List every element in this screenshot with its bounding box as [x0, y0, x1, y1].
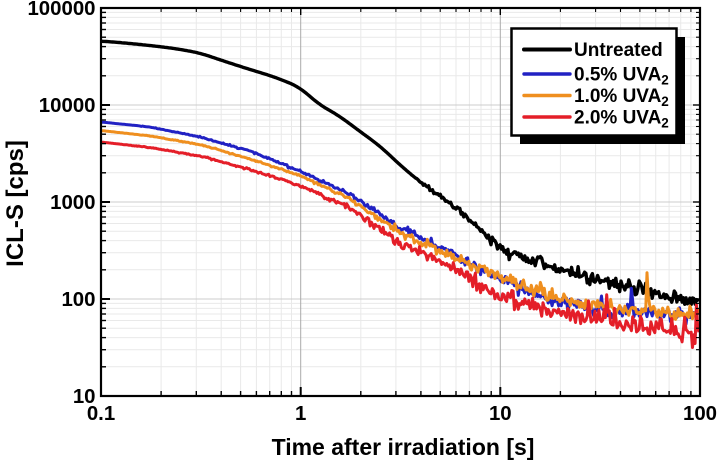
svg-text:0.1: 0.1: [87, 403, 115, 425]
svg-text:100000: 100000: [27, 0, 95, 20]
svg-text:Time after irradiation [s]: Time after irradiation [s]: [272, 434, 535, 460]
svg-text:100: 100: [683, 403, 717, 425]
svg-text:0.5% UVA2: 0.5% UVA2: [574, 65, 669, 88]
svg-text:2.0% UVA2: 2.0% UVA2: [574, 108, 669, 131]
svg-text:Untreated: Untreated: [574, 40, 663, 61]
svg-text:ICL-S [cps]: ICL-S [cps]: [2, 140, 29, 267]
svg-text:1.0% UVA2: 1.0% UVA2: [574, 86, 669, 109]
svg-text:1: 1: [295, 403, 306, 425]
svg-text:10: 10: [489, 403, 512, 425]
svg-text:100: 100: [61, 289, 95, 311]
svg-text:10000: 10000: [39, 95, 96, 117]
svg-text:1000: 1000: [50, 192, 95, 214]
svg-text:10: 10: [73, 386, 96, 408]
